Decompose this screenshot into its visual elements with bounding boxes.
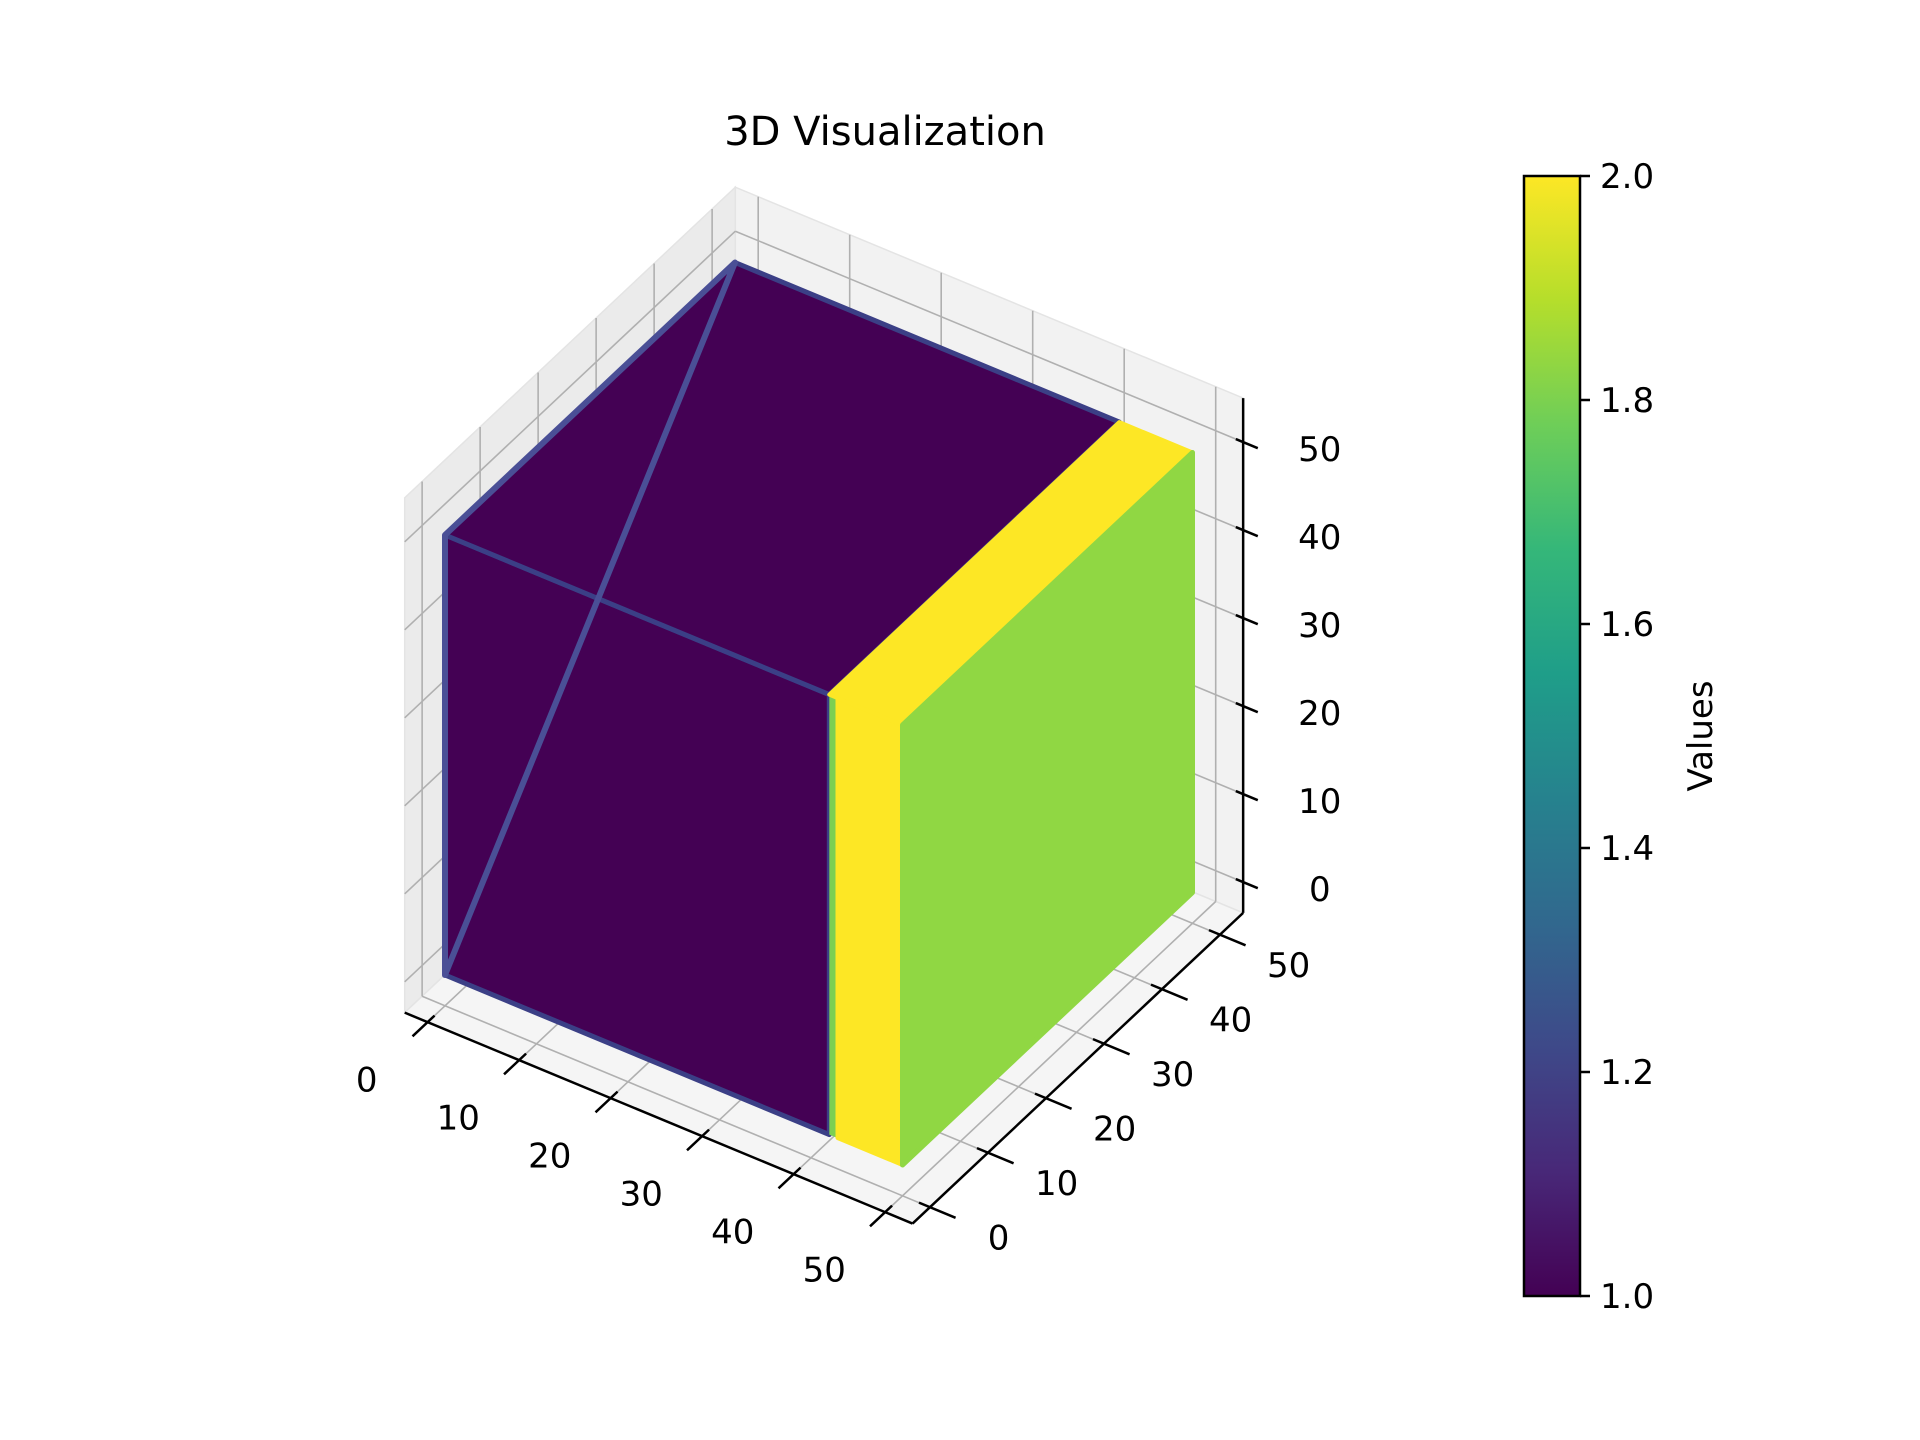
volume-right-face — [900, 450, 1195, 1168]
x-tick-label: 40 — [711, 1212, 754, 1252]
x-tick-mark — [594, 1090, 619, 1114]
y-tick-label: 30 — [1151, 1055, 1194, 1095]
x-tick-mark — [411, 1014, 436, 1038]
z-tick-label: 50 — [1298, 430, 1341, 470]
x-tick-label: 0 — [356, 1060, 378, 1100]
y-tick-mark — [1092, 1037, 1131, 1056]
z-tick-mark — [1235, 437, 1259, 450]
z-axis-ticks: 0 10 20 30 40 50 — [1235, 430, 1341, 910]
volume-left-edge — [442, 259, 738, 978]
y-axis-ticks: 0 10 20 30 40 50 — [918, 928, 1310, 1259]
x-tick-mark — [869, 1204, 893, 1228]
gridline-z-back — [735, 230, 1244, 443]
z-tick-mark — [1235, 789, 1259, 802]
gridline-z-left — [404, 230, 736, 543]
colorbar: 1.0 1.2 1.4 1.6 1.8 2.0 Values — [1522, 157, 1721, 1317]
x-axis-line — [404, 1011, 914, 1225]
colorbar-tick-label: 1.2 — [1600, 1053, 1654, 1093]
colorbar-ticks: 1.0 1.2 1.4 1.6 1.8 2.0 — [1580, 157, 1654, 1317]
y-tick-label: 20 — [1093, 1110, 1136, 1150]
colorbar-tick-label: 1.8 — [1600, 381, 1654, 421]
z-tick-label: 10 — [1298, 782, 1341, 822]
z-tick-label: 30 — [1298, 606, 1341, 646]
y-axis-line — [911, 911, 1245, 1225]
colorbar-tick-label: 1.6 — [1600, 605, 1654, 645]
z-tick-mark — [1235, 525, 1259, 538]
x-tick-mark — [503, 1052, 527, 1076]
colorbar-tick-label: 1.4 — [1600, 829, 1654, 869]
y-tick-label: 0 — [988, 1219, 1010, 1259]
x-tick-label: 50 — [803, 1250, 846, 1290]
z-tick-mark — [1235, 701, 1259, 714]
y-tick-mark — [1208, 928, 1247, 947]
y-tick-label: 50 — [1267, 946, 1310, 986]
x-tick-label: 20 — [528, 1136, 571, 1176]
gridline-y-floor — [421, 995, 931, 1208]
y-tick-mark — [918, 1201, 957, 1219]
z-tick-label: 20 — [1298, 694, 1341, 734]
x-tick-mark — [777, 1166, 802, 1190]
y-tick-mark — [976, 1146, 1015, 1165]
axes-lines — [404, 398, 1245, 1225]
data-volume — [442, 259, 1195, 1168]
z-tick-mark — [1235, 877, 1259, 890]
colorbar-gradient — [1522, 174, 1582, 1298]
volume-slab-front — [835, 696, 905, 1167]
colorbar-tick-label: 1.0 — [1600, 1277, 1654, 1317]
x-tick-label: 30 — [620, 1174, 663, 1214]
y-tick-mark — [1150, 983, 1189, 1001]
chart-title: 3D Visualization — [724, 109, 1046, 155]
y-tick-mark — [1034, 1092, 1073, 1110]
colorbar-label: Values — [1681, 680, 1721, 791]
colorbar-tick-label: 2.0 — [1600, 157, 1654, 197]
y-tick-label: 40 — [1209, 1001, 1252, 1041]
y-tick-label: 10 — [1035, 1164, 1078, 1204]
z-tick-label: 40 — [1298, 518, 1341, 558]
volume-divider-strip — [829, 694, 838, 1138]
z-tick-mark — [1235, 613, 1259, 626]
z-tick-label: 0 — [1309, 870, 1331, 910]
x-axis-ticks: 0 10 20 30 40 50 — [356, 1014, 893, 1290]
x-tick-label: 10 — [437, 1098, 480, 1138]
gridline-x-floor — [884, 900, 1217, 1213]
x-tick-mark — [686, 1128, 710, 1152]
